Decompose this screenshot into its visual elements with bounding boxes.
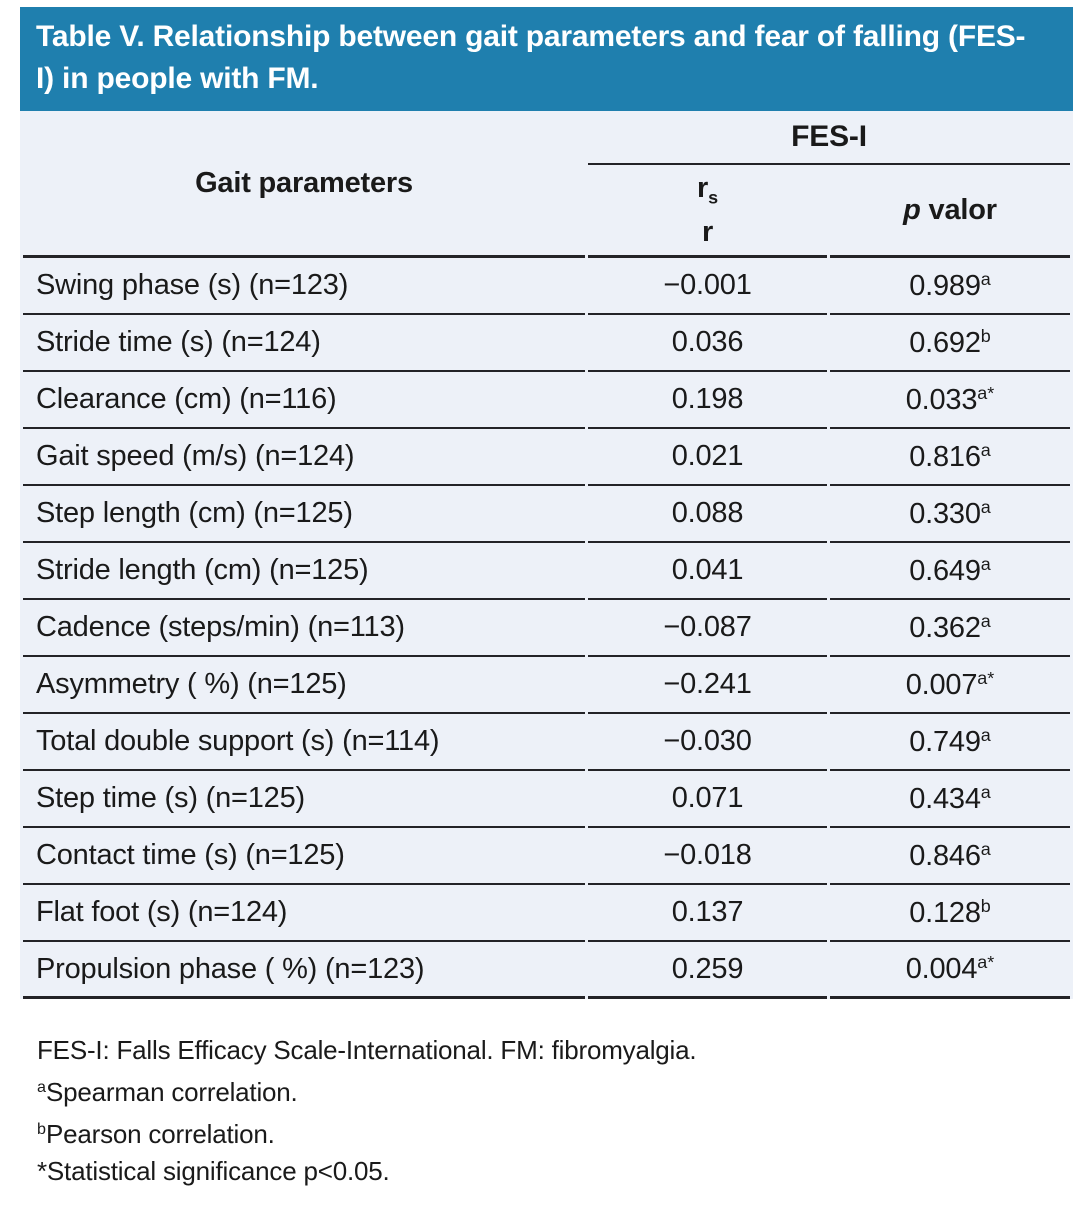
param-cell: Clearance (cm) (n=116) [23, 372, 585, 429]
footnote-line: bPearson correlation. [37, 1118, 275, 1149]
footnote-line: aSpearman correlation. [37, 1076, 298, 1107]
r-value-cell: 0.041 [588, 543, 827, 600]
r-value-cell: −0.030 [588, 714, 827, 771]
p-value-superscript: a [980, 781, 991, 802]
p-value-superscript: a [980, 553, 991, 574]
p-value-cell: 0.749a [830, 714, 1070, 771]
footnote-line: *Statistical significance p<0.05. [37, 1155, 390, 1186]
p-value-superscript: a [980, 496, 991, 517]
p-valor-column-header: p valor [830, 165, 1070, 258]
r-value-cell: 0.021 [588, 429, 827, 486]
p-value-superscript: a [980, 268, 991, 289]
param-cell: Asymmetry ( %) (n=125) [23, 657, 585, 714]
param-cell: Propulsion phase ( %) (n=123) [23, 942, 585, 999]
table-row: Contact time (s) (n=125) −0.018 0.846a [23, 828, 1070, 885]
p-valor-header-italic: p [903, 194, 921, 226]
p-value-superscript: a [980, 439, 991, 460]
p-value-cell: 0.816a [830, 429, 1070, 486]
p-value-superscript: a [980, 610, 991, 631]
p-value-cell: 0.362a [830, 600, 1070, 657]
table-row: Step time (s) (n=125) 0.071 0.434a [23, 771, 1070, 828]
r-value-cell: 0.071 [588, 771, 827, 828]
table-title-banner: Table V. Relationship between gait param… [20, 7, 1073, 111]
param-cell: Step time (s) (n=125) [23, 771, 585, 828]
p-value-cell: 0.128b [830, 885, 1070, 942]
p-value-superscript: b [980, 325, 991, 346]
p-value-cell: 0.989a [830, 258, 1070, 315]
table-row: Stride time (s) (n=124) 0.036 0.692b [23, 315, 1070, 372]
table-row: Cadence (steps/min) (n=113) −0.087 0.362a [23, 600, 1070, 657]
p-value-cell: 0.434a [830, 771, 1070, 828]
p-value-superscript: a* [977, 667, 995, 688]
r-value-cell: −0.001 [588, 258, 827, 315]
p-value-superscript: a [980, 838, 991, 859]
p-value-superscript: a* [977, 952, 995, 973]
param-cell: Step length (cm) (n=125) [23, 486, 585, 543]
table-body: Swing phase (s) (n=123) −0.001 0.989a Strid… [23, 258, 1070, 999]
p-valor-header-rest: valor [920, 194, 998, 226]
footnote-line: FES-I: Falls Efficacy Scale-Internationa… [37, 1035, 697, 1065]
gait-parameters-table: Gait parameters FES-I rs r p valor Swing … [20, 111, 1073, 999]
param-cell: Cadence (steps/min) (n=113) [23, 600, 585, 657]
table-row: Flat foot (s) (n=124) 0.137 0.128b [23, 885, 1070, 942]
p-value-cell: 0.692b [830, 315, 1070, 372]
r-value-cell: 0.088 [588, 486, 827, 543]
table-row: Total double support (s) (n=114) −0.030 0.… [23, 714, 1070, 771]
table-row: Clearance (cm) (n=116) 0.198 0.033a* [23, 372, 1070, 429]
r-value-cell: −0.018 [588, 828, 827, 885]
table-row: Propulsion phase ( %) (n=123) 0.259 0.004a… [23, 942, 1070, 999]
param-cell: Stride length (cm) (n=125) [23, 543, 585, 600]
p-value-cell: 0.007a* [830, 657, 1070, 714]
p-value-superscript: b [980, 895, 991, 916]
p-value-superscript: a* [977, 382, 995, 403]
p-value-cell: 0.649a [830, 543, 1070, 600]
p-value-cell: 0.846a [830, 828, 1070, 885]
p-value-cell: 0.004a* [830, 942, 1070, 999]
r-value-cell: −0.241 [588, 657, 827, 714]
table-row: Asymmetry ( %) (n=125) −0.241 0.007a* [23, 657, 1070, 714]
table-row: Swing phase (s) (n=123) −0.001 0.989a [23, 258, 1070, 315]
param-cell: Stride time (s) (n=124) [23, 315, 585, 372]
table-title: Table V. Relationship between gait param… [36, 20, 1026, 95]
footnote-superscript: b [37, 1119, 46, 1138]
param-cell: Total double support (s) (n=114) [23, 714, 585, 771]
gait-parameters-column-header: Gait parameters [23, 111, 585, 258]
rs-column-header: rs r [588, 165, 827, 258]
table-header: Gait parameters FES-I rs r p valor [23, 111, 1070, 258]
footnote-superscript: a [37, 1078, 46, 1096]
table-row: Gait speed (m/s) (n=124) 0.021 0.816a [23, 429, 1070, 486]
table-row: Step length (cm) (n=125) 0.088 0.330a [23, 486, 1070, 543]
p-value-cell: 0.033a* [830, 372, 1070, 429]
rs-header-base: r [697, 172, 709, 205]
footnotes: FES-I: Falls Efficacy Scale-Internationa… [37, 1032, 1073, 1190]
p-value-cell: 0.330a [830, 486, 1070, 543]
r-value-cell: 0.036 [588, 315, 827, 372]
r-value-cell: 0.259 [588, 942, 827, 999]
param-cell: Contact time (s) (n=125) [23, 828, 585, 885]
table-figure: Table V. Relationship between gait param… [20, 7, 1073, 1190]
fesi-group-header: FES-I [588, 111, 1070, 165]
rs-header-second-line: r [701, 215, 714, 248]
param-cell: Flat foot (s) (n=124) [23, 885, 585, 942]
param-cell: Swing phase (s) (n=123) [23, 258, 585, 315]
r-value-cell: −0.087 [588, 600, 827, 657]
table-row: Stride length (cm) (n=125) 0.041 0.649a [23, 543, 1070, 600]
p-value-superscript: a [980, 724, 991, 745]
param-cell: Gait speed (m/s) (n=124) [23, 429, 585, 486]
rs-header-subscript: s [708, 187, 718, 208]
r-value-cell: 0.198 [588, 372, 827, 429]
r-value-cell: 0.137 [588, 885, 827, 942]
